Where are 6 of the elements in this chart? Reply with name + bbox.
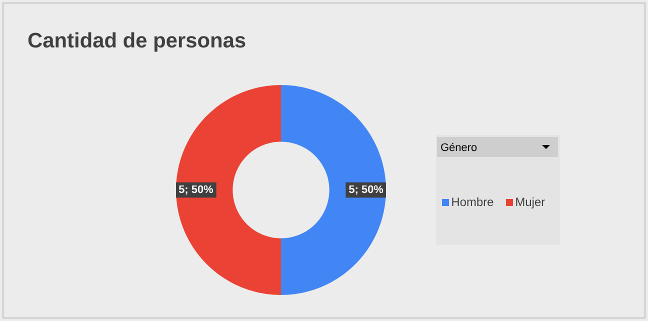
data-label: 5; 50%: [349, 185, 384, 195]
legend-label: Hombre: [452, 197, 494, 206]
chart-title: Cantidad de personas: [28, 32, 246, 52]
data-label: 5; 50%: [178, 185, 214, 195]
legend-title: Género: [441, 142, 477, 152]
legend-label: Mujer: [516, 197, 545, 208]
